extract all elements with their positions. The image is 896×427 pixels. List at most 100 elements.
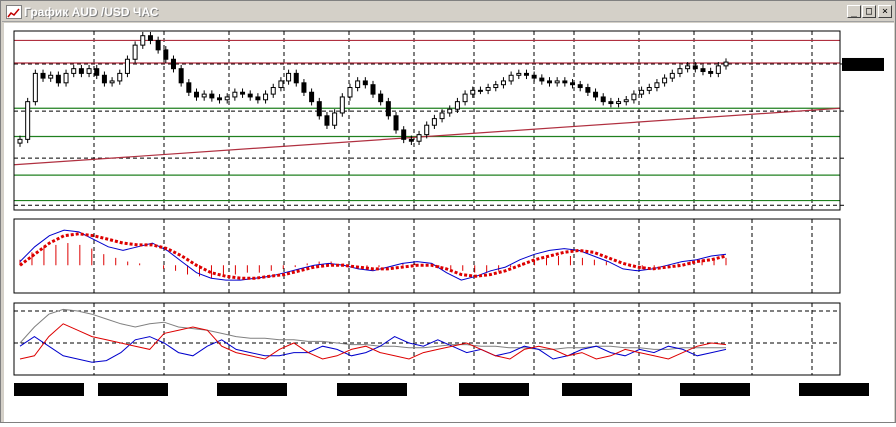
panel-frames [13,30,841,376]
candle-body [240,91,246,95]
candle-body [78,68,84,74]
candle-body [132,44,138,60]
candle-body [286,72,292,82]
candle-body [232,91,238,98]
candle-body [547,80,552,84]
candle-body [378,93,384,103]
candle-body [385,101,391,117]
chart-canvas[interactable] [4,23,894,422]
candle-body [55,74,61,84]
candle-body [416,134,422,142]
chart-app-icon [6,5,22,19]
candle-body [48,74,54,79]
date-label-badge [337,383,407,396]
candle-body [439,112,445,120]
candle-body [224,96,230,101]
candle-body [477,89,483,92]
candle-body [554,80,560,84]
candle-body [301,82,307,93]
candle-body [708,71,714,74]
candle-body [163,49,169,60]
dmi-adx-line [19,308,726,350]
price-panel-frame [13,30,841,211]
candle-body [654,82,660,89]
candle-body [500,80,506,86]
candle-body [516,72,522,76]
candle-body [316,101,322,117]
candle-body [662,77,668,84]
candle-body [370,84,376,95]
macd-panel-frame [13,218,841,294]
candle-body [186,82,192,93]
candle-body [209,93,215,99]
candle-body [593,91,599,98]
candle-body [293,72,299,84]
dmi-panel-frame [13,302,841,376]
candle-body [40,72,46,79]
date-label-badge [562,383,632,396]
candle-body [124,58,130,74]
macd-signal-line [19,232,727,280]
candle-body [723,61,729,67]
candle-body [401,129,407,140]
date-label-badge [799,383,869,396]
macd-panel[interactable] [19,229,727,281]
candle-body [623,99,629,103]
candle-body [147,35,153,41]
candle-body [562,80,568,84]
candle-body [508,74,514,82]
dmi-panel[interactable] [19,308,727,363]
candle-body [470,89,476,95]
dmi-minus-di-line [19,323,727,360]
candle-body [270,87,276,95]
candle-body [631,93,637,101]
candle-body [531,74,537,79]
date-label-badge [98,383,168,396]
candle-body [94,68,100,76]
chart-line-icon [7,8,20,18]
candle-body [685,65,691,70]
close-button[interactable]: × [878,5,892,18]
candle-body [570,82,576,86]
candle-body [247,93,253,98]
candle-body [600,96,606,103]
candle-body [646,87,652,91]
candle-body [347,87,353,98]
candle-body [17,138,23,144]
candle-body [101,74,107,84]
title-bar[interactable]: График AUD /USD ЧАС _ □ × [2,2,894,22]
date-label-badge [14,383,84,396]
candle-body [408,138,414,142]
candle-body [194,91,199,98]
candle-body [447,108,453,114]
candle-body [608,101,614,105]
candle-body [454,101,460,110]
time-axis [14,383,869,396]
chart-svg [13,30,884,396]
candle-body [109,80,115,84]
candle-body [669,72,675,79]
candle-body [86,68,92,74]
candle-body [178,68,184,84]
minimize-button[interactable]: _ [847,5,861,18]
candle-body [539,77,545,82]
price-axis [840,57,884,206]
candle-body [431,118,437,126]
candle-body [393,115,399,131]
candle-body [140,35,146,46]
candle-body [355,80,361,89]
candle-body [324,115,330,126]
minimize-icon: _ [850,6,858,17]
candle-body [170,58,176,70]
candle-body [700,68,706,73]
candle-body [332,112,338,126]
date-label-badge [680,383,750,396]
candle-body [523,72,529,76]
candle-body [462,93,468,103]
candle-body [255,96,261,101]
date-label-badge [459,383,529,396]
price-panel[interactable] [13,31,841,202]
restore-button[interactable]: □ [862,5,876,18]
candle-body [692,65,698,70]
candle-body [263,93,269,101]
